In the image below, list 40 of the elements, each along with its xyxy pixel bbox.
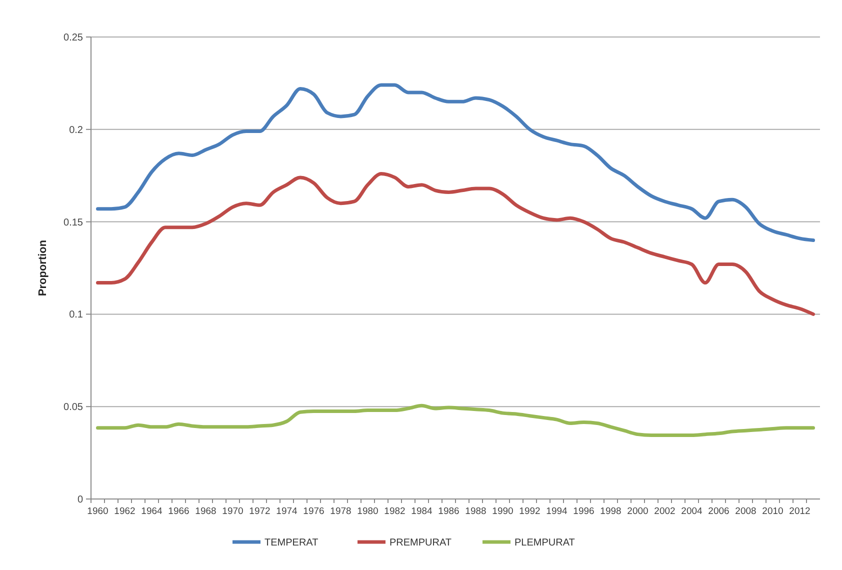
legend-label: TEMPERAT [264, 538, 318, 548]
x-tick-label: 1966 [168, 506, 190, 517]
y-tick-label: 0.15 [64, 217, 84, 228]
x-tick-label: 2010 [762, 506, 784, 517]
x-tick-label: 1978 [330, 506, 352, 517]
x-tick-label: 2012 [789, 506, 810, 517]
x-tick-label: 1970 [222, 506, 244, 517]
x-tick-label: 1976 [303, 506, 324, 517]
x-tick-label: 1964 [141, 506, 162, 517]
y-axis-title: Proportion [37, 240, 49, 296]
y-tick-label: 0.1 [69, 310, 84, 321]
x-tick-label: 1982 [384, 506, 406, 517]
x-tick-label: 1988 [465, 506, 486, 517]
x-tick-label: 2006 [708, 506, 730, 517]
line-series [96, 404, 815, 437]
x-tick-label: 2002 [654, 506, 676, 517]
x-tick-label: 1992 [519, 506, 540, 517]
x-tick-label: 1984 [411, 506, 432, 517]
x-tick-label: 1962 [114, 506, 136, 517]
x-tick-label: 1968 [195, 506, 216, 517]
x-tick-label: 2000 [627, 506, 648, 517]
y-tick-label: 0 [77, 494, 84, 506]
y-tick-label: 0.2 [69, 124, 84, 136]
x-tick-label: 1980 [357, 506, 378, 517]
line-series [96, 172, 815, 316]
x-tick-label: 1998 [600, 506, 622, 517]
line-series [96, 83, 815, 242]
x-tick-label: 2004 [681, 506, 702, 517]
x-tick-label: 1974 [276, 506, 298, 517]
x-tick-label: 1972 [249, 506, 270, 517]
legend-label: PLEMPURAT [514, 538, 575, 548]
y-tick-label: 0.05 [64, 402, 84, 414]
x-tick-label: 1990 [492, 506, 514, 517]
x-tick-label: 1986 [438, 506, 460, 517]
y-tick-label: 0.25 [64, 32, 84, 44]
legend-label: PREMPURAT [390, 538, 452, 548]
x-tick-label: 1996 [573, 506, 594, 517]
x-tick-label: 1960 [87, 506, 108, 517]
x-tick-label: 1994 [546, 506, 568, 517]
x-tick-label: 2008 [735, 506, 756, 517]
